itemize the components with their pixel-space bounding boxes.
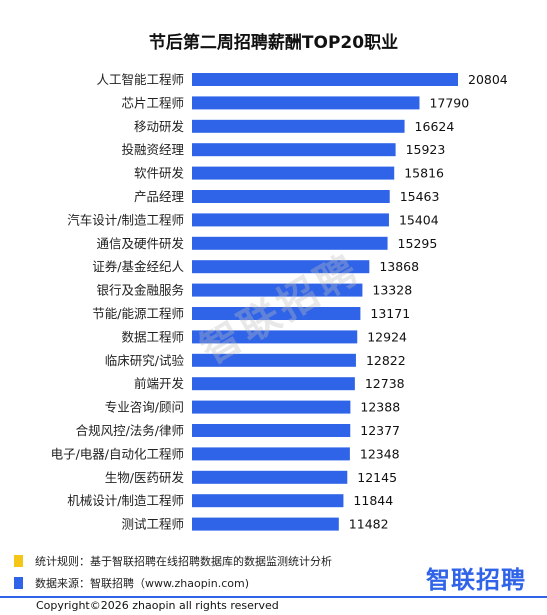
footer-divider [0,596,547,598]
value-label: 12145 [357,470,397,485]
value-label: 15404 [399,212,439,227]
value-label: 13868 [379,259,419,274]
value-label: 13171 [370,306,410,321]
bar [192,330,358,344]
value-label: 15923 [406,142,446,157]
value-label: 17790 [429,95,469,110]
bar-chart: 人工智能工程师 20804 芯片工程师 17790 移动研发 16624 投融资经理 1592… [51,72,508,532]
value-label: 15295 [398,236,438,251]
value-label: 11482 [349,517,389,532]
value-label: 13328 [372,283,412,298]
bar [192,73,458,86]
value-label: 12738 [365,376,405,391]
value-label: 12924 [367,329,407,344]
bar [192,353,356,367]
bar [192,424,351,437]
value-label: 11844 [353,493,393,508]
category-label: 芯片工程师 [121,95,184,110]
bar [192,213,389,227]
source-marker [14,577,23,589]
bar [192,166,395,180]
category-label: 电子/电器/自动化工程师 [51,446,184,461]
category-label: 投融资经理 [121,142,184,157]
category-label: 专业咨询/顾问 [105,400,184,415]
category-label: 临床研究/试验 [105,353,185,368]
rule-marker [14,555,23,567]
bar [192,96,420,110]
value-label: 20804 [468,72,508,87]
category-label: 通信及硬件研发 [96,236,184,251]
value-label: 16624 [415,119,455,134]
value-label: 12822 [366,353,406,368]
bar [192,307,361,320]
bar [192,447,350,461]
value-label: 12388 [360,400,400,415]
bar [192,400,351,414]
category-label: 移动研发 [134,119,185,134]
category-label: 机械设计/制造工程师 [67,493,184,508]
bar [192,119,405,133]
value-label: 15463 [400,189,440,204]
value-label: 15816 [404,166,444,181]
footer-source-row: 数据来源：智联招聘（www.zhaopin.com) [14,575,249,591]
bar [192,190,390,203]
category-label: 人工智能工程师 [96,72,184,87]
category-label: 数据工程师 [121,329,184,344]
category-label: 生物/医药研发 [105,470,185,485]
category-label: 软件研发 [134,166,185,181]
category-label: 汽车设计/制造工程师 [67,212,184,227]
value-label: 12348 [360,446,400,461]
category-label: 合规风控/法务/律师 [76,423,184,438]
chart-title: 节后第二周招聘薪酬TOP20职业 [148,33,399,53]
bar [192,236,388,250]
bar [192,470,348,484]
footer-rule-row: 统计规则：基于智联招聘在线招聘数据库的数据监测统计分析 [14,553,332,569]
bar [192,260,370,274]
bar [192,494,344,508]
category-label: 前端开发 [134,376,185,391]
category-label: 测试工程师 [121,517,184,532]
rule-text: 统计规则：基于智联招聘在线招聘数据库的数据监测统计分析 [35,555,332,568]
category-label: 证券/基金经纪人 [92,259,184,274]
source-text: 数据来源：智联招聘（www.zhaopin.com) [35,577,249,590]
value-label: 12377 [360,423,400,438]
bar [192,143,396,157]
zhaopin-logo: 智联招聘 [426,566,526,594]
category-label: 节能/能源工程师 [92,306,184,321]
category-label: 银行及金融服务 [96,283,184,298]
category-label: 产品经理 [134,189,185,204]
copyright-text: Copyright©2026 zhaopin all rights reserv… [36,599,279,612]
bar [192,517,339,531]
bar [192,283,363,297]
bar [192,377,355,391]
